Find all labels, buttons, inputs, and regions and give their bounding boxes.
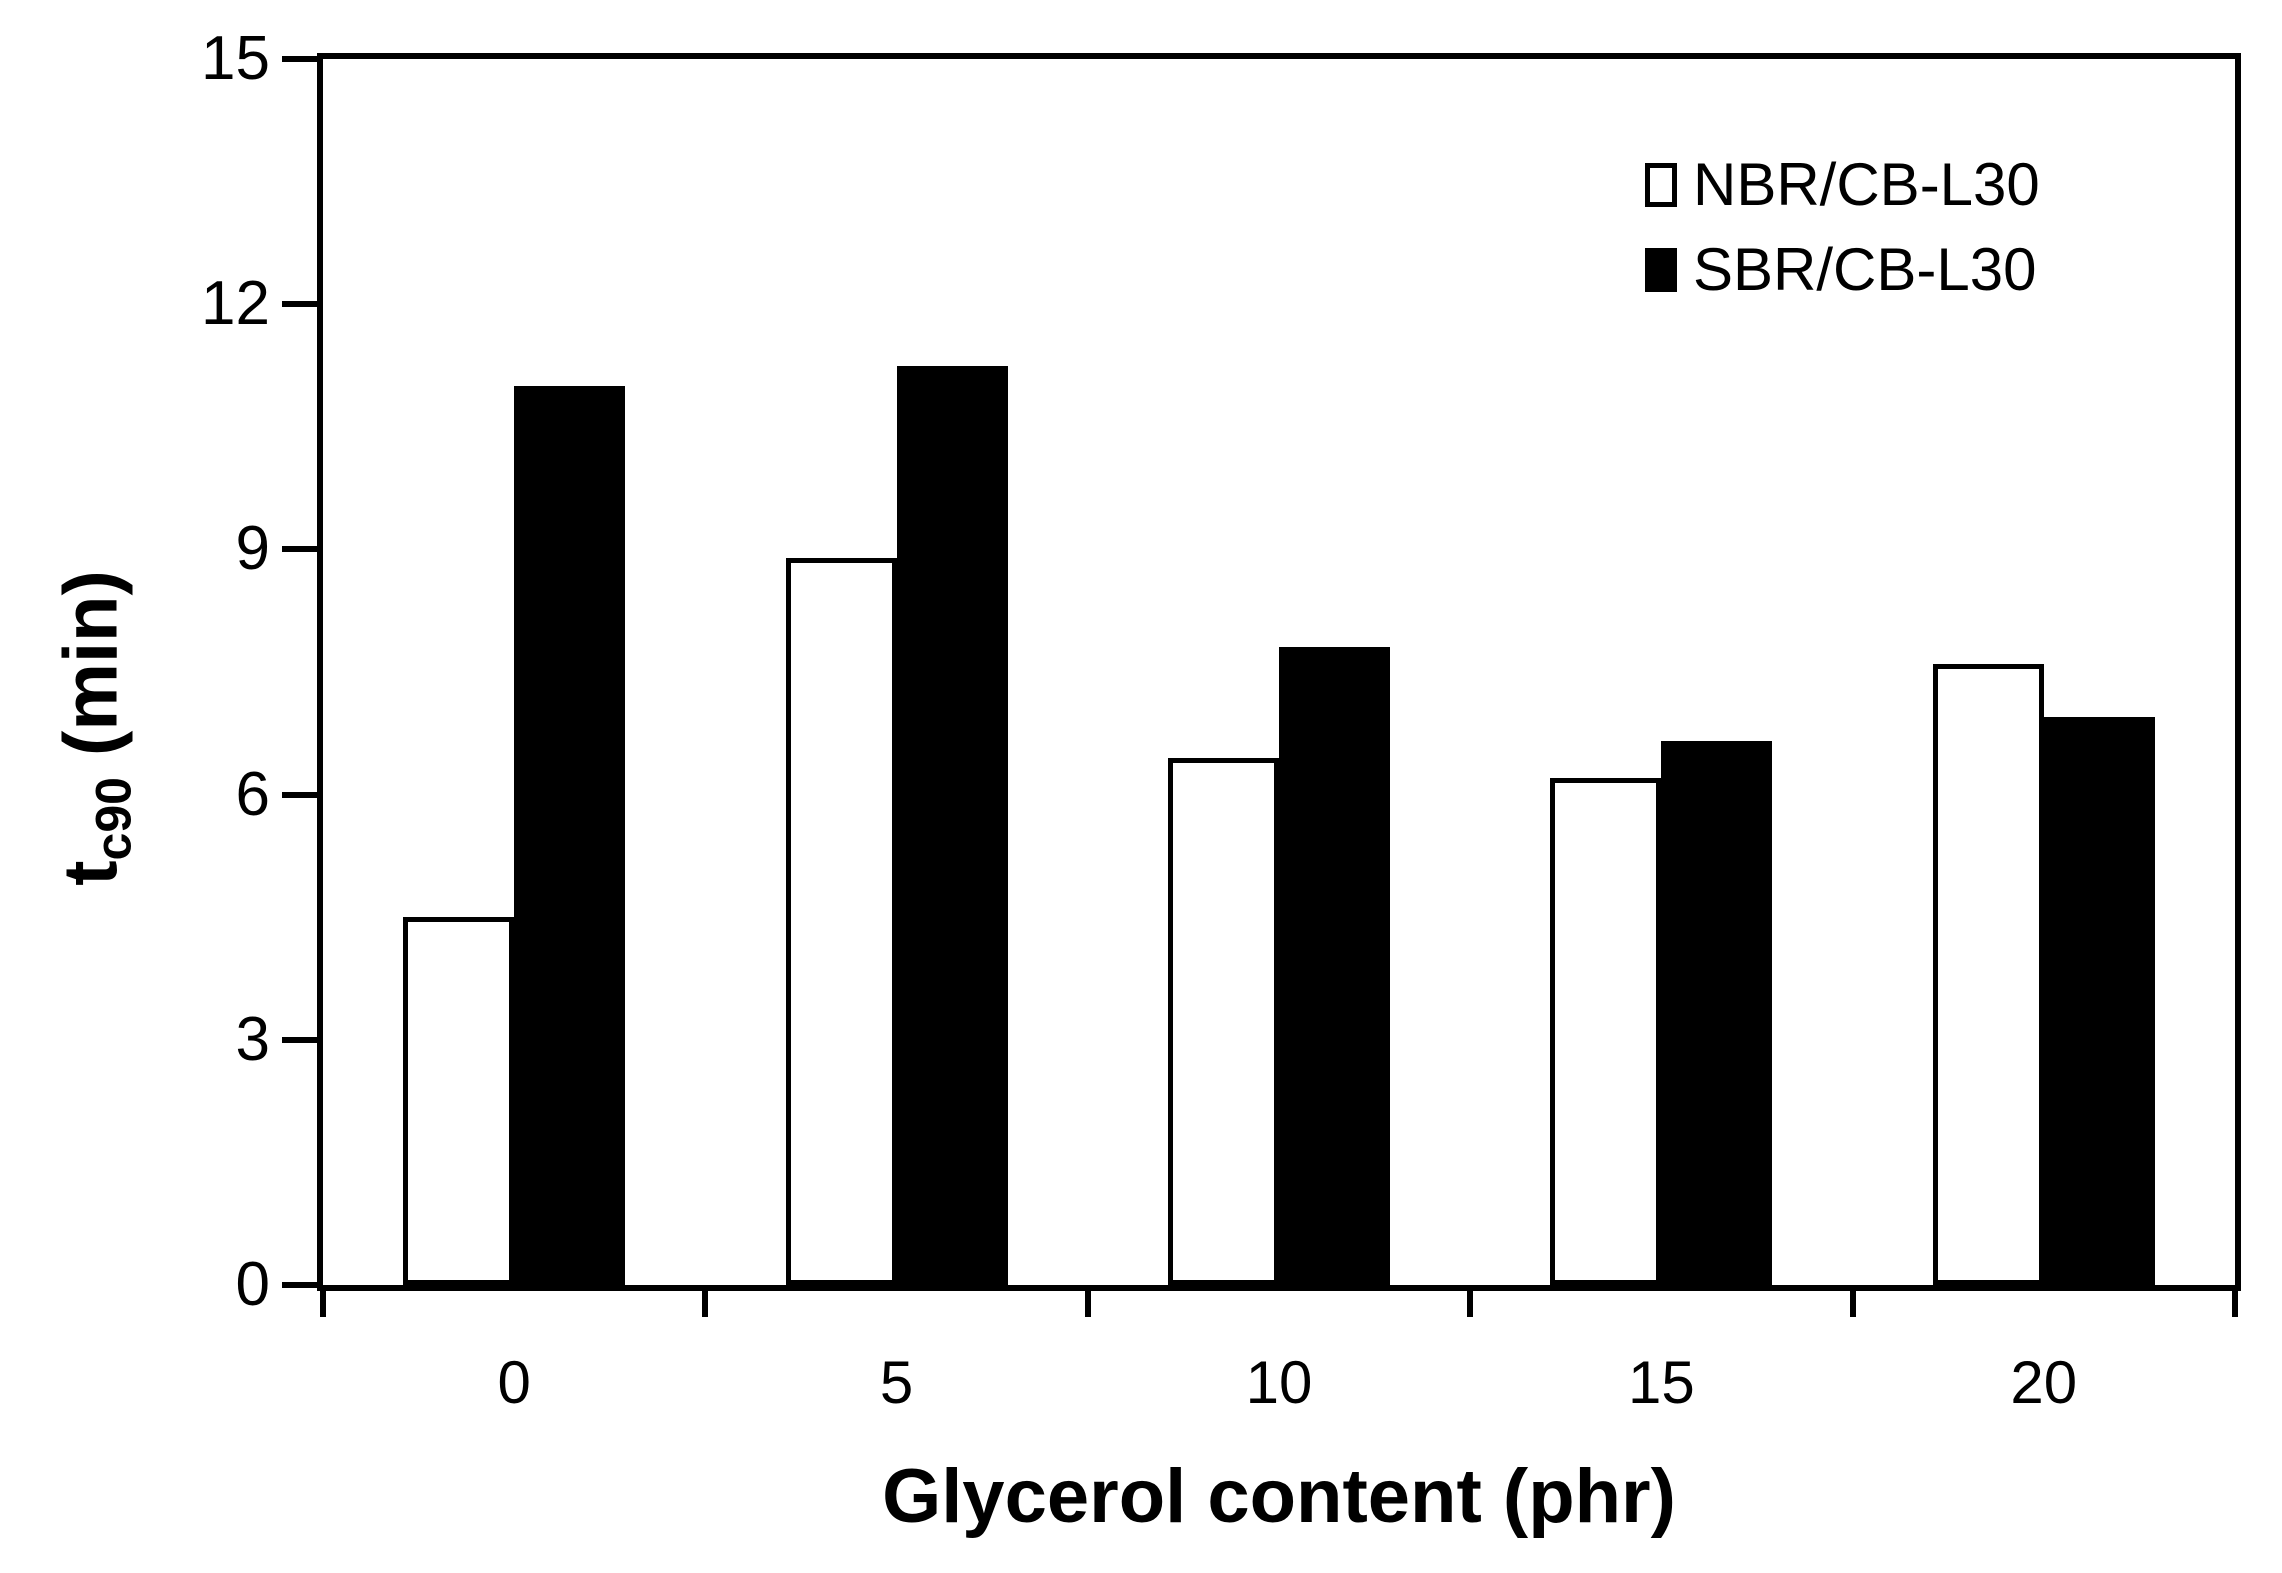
x-axis-tick-0 [320, 1291, 326, 1317]
bar-sbr-cb-l30-5 [896, 365, 1008, 1285]
x-axis-tick-1 [702, 1291, 709, 1317]
legend-swatch-nbr-cb-l30 [1645, 163, 1677, 207]
y-axis-title-base: t [48, 860, 134, 886]
y-axis-title-suffix: (min) [48, 570, 134, 778]
x-axis-tick-5 [2232, 1291, 2238, 1317]
x-axis-label-20: 20 [2010, 1349, 2078, 1416]
x-axis-label-15: 15 [1628, 1349, 1695, 1416]
x-axis-tick-4 [1849, 1291, 1856, 1317]
bar-sbr-cb-l30-15 [1661, 741, 1773, 1285]
legend-swatch-sbr-cb-l30 [1645, 248, 1677, 292]
bar-sbr-cb-l30-10 [1279, 647, 1390, 1285]
y-axis-tick-3 [282, 1036, 320, 1043]
legend-label-sbr-cb-l30: SBR/CB-L30 [1693, 236, 2037, 303]
y-axis-tick-9 [282, 546, 320, 553]
y-axis-tick-label-15: 15 [201, 24, 270, 93]
bar-nbr-cb-l30-5 [785, 557, 897, 1285]
y-axis-tick-label-0: 0 [235, 1250, 270, 1319]
x-axis-title: Glycerol content (phr) [882, 1454, 1676, 1539]
bar-nbr-cb-l30-15 [1550, 778, 1662, 1285]
y-axis-tick-label-9: 9 [235, 514, 270, 584]
y-axis-tick-label-6: 6 [235, 759, 270, 829]
y-axis-tick-label-12: 12 [201, 269, 270, 339]
bar-nbr-cb-l30-0 [403, 917, 515, 1285]
y-axis-tick-12 [282, 301, 320, 308]
y-axis-tick-0 [282, 1282, 320, 1288]
y-axis-title: tc90 (min) [48, 570, 143, 886]
x-axis-label-5: 5 [879, 1349, 914, 1416]
y-axis-tick-15 [282, 56, 320, 62]
x-axis-label-10: 10 [1245, 1349, 1313, 1416]
x-axis-label-0: 0 [497, 1349, 531, 1416]
bar-sbr-cb-l30-20 [2043, 716, 2155, 1285]
y-axis-tick-label-3: 3 [235, 1004, 270, 1074]
bar-nbr-cb-l30-10 [1168, 757, 1279, 1285]
bar-sbr-cb-l30-0 [514, 385, 626, 1285]
bar-nbr-cb-l30-20 [1932, 663, 2044, 1285]
x-axis-tick-2 [1084, 1291, 1091, 1317]
legend-label-nbr-cb-l30: NBR/CB-L30 [1693, 151, 2040, 218]
x-axis-tick-3 [1467, 1291, 1474, 1317]
y-axis-tick-6 [282, 791, 320, 798]
